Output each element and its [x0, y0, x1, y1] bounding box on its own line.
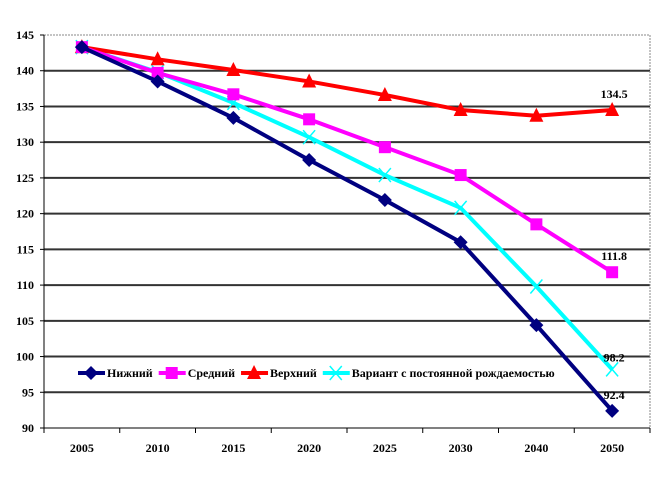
data-point: [151, 66, 164, 79]
y-tick-label: 140: [16, 64, 34, 78]
data-point: [454, 169, 467, 182]
x-tick-label: 2040: [524, 441, 548, 455]
legend-marker: [329, 365, 343, 381]
data-label: 92.4: [604, 388, 625, 402]
data-point: [74, 40, 89, 55]
data-point: [453, 235, 468, 250]
data-point: [529, 279, 543, 295]
data-point: [529, 318, 544, 333]
legend-marker: [165, 367, 178, 379]
data-point: [529, 107, 544, 122]
y-tick-label: 120: [16, 207, 34, 221]
data-point: [378, 167, 392, 183]
data-point: [530, 218, 543, 231]
data-point: [226, 62, 241, 77]
y-tick-label: 90: [22, 421, 34, 435]
y-tick-label: 105: [16, 314, 34, 328]
legend-marker: [84, 366, 98, 380]
y-tick-label: 100: [16, 350, 34, 364]
series-group: 98.2 134.5 111.8 92.4: [74, 39, 628, 418]
data-point: [378, 141, 391, 154]
legend-marker: [247, 365, 262, 379]
axes: 90 95 100 105 110 115 120 125 130 135 140 145 2005 20…: [16, 28, 651, 455]
x-tick-label: 2025: [373, 441, 397, 455]
gridlines: [44, 34, 650, 429]
data-point: [454, 200, 468, 216]
data-point: [302, 153, 317, 168]
data-point: [150, 74, 165, 89]
series-line: [81, 45, 614, 274]
x-tick-label: 2005: [70, 441, 94, 455]
data-label: 111.8: [601, 249, 627, 263]
data-point: [226, 110, 241, 125]
series-line: [81, 45, 614, 413]
data-point: [377, 193, 392, 208]
y-tick-label: 130: [16, 135, 34, 149]
series-1: 111.8: [75, 41, 627, 279]
data-point: [605, 102, 620, 117]
y-tick-label: 115: [17, 242, 34, 256]
legend-label: Верхний: [270, 366, 317, 380]
data-point: [377, 87, 392, 102]
y-tick-label: 110: [17, 278, 34, 292]
data-point: [453, 102, 468, 117]
data-point: [302, 73, 317, 88]
data-point: [303, 113, 316, 126]
y-tick-label: 145: [16, 28, 34, 42]
legend: Нижний Средний Верхний Вариант с постоянной…: [78, 365, 555, 381]
data-label: 98.2: [604, 350, 625, 364]
data-label: 134.5: [601, 87, 628, 101]
data-point: [605, 361, 619, 377]
x-tick-label: 2030: [449, 441, 473, 455]
data-point: [605, 403, 620, 418]
data-point: [606, 266, 619, 279]
series-0: 92.4: [74, 40, 625, 418]
y-tick-label: 95: [22, 385, 34, 399]
x-tick-label: 2020: [297, 441, 321, 455]
y-tick-label: 135: [16, 99, 34, 113]
data-point: [150, 51, 165, 66]
series-line: [81, 45, 613, 118]
legend-label: Нижний: [107, 366, 153, 380]
data-point: [302, 129, 316, 145]
data-point: [227, 88, 240, 101]
x-tick-label: 2010: [146, 441, 170, 455]
x-tick-label: 2050: [600, 441, 624, 455]
x-tick-label: 2015: [221, 441, 245, 455]
legend-label: Вариант с постоянной рождаемостью: [352, 366, 555, 380]
y-tick-label: 125: [16, 171, 34, 185]
legend-label: Средний: [188, 366, 235, 380]
